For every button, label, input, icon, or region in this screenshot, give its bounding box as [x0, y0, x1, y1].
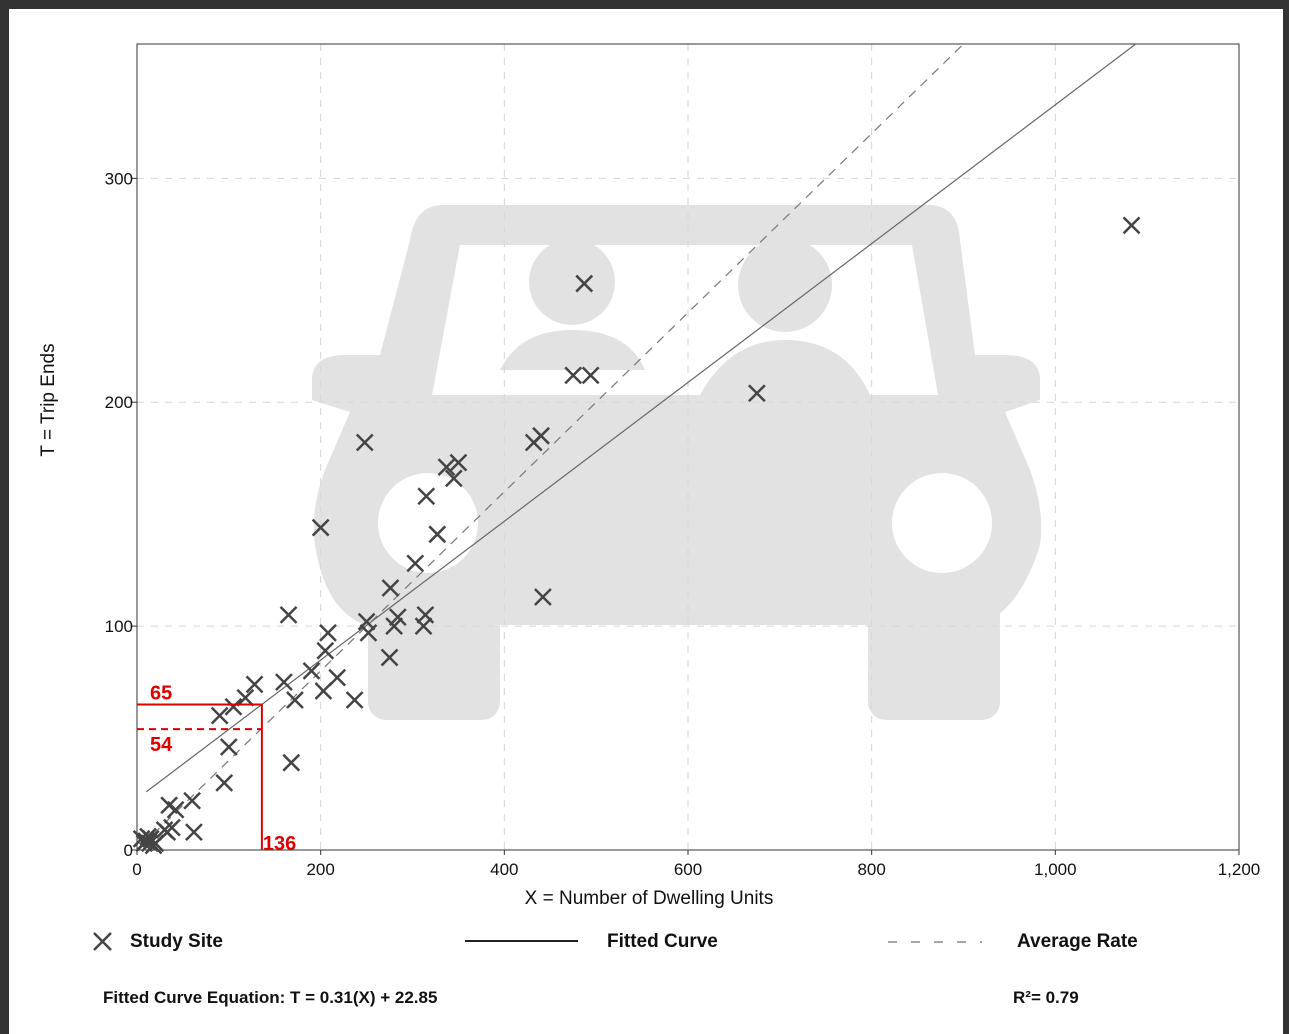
x-tick-label: 600: [674, 860, 702, 879]
study-site-point: [316, 641, 335, 660]
y-tick-label: 100: [105, 617, 133, 636]
data-points: [132, 216, 1141, 855]
study-site-point: [449, 453, 468, 472]
study-site-point: [236, 688, 255, 707]
study-site-point: [311, 518, 330, 537]
x-tick-label: 200: [306, 860, 334, 879]
x-tick-label: 0: [132, 860, 141, 879]
study-site-point: [282, 753, 301, 772]
study-site-point: [388, 608, 407, 627]
study-site-point: [428, 525, 447, 544]
legend-study-site-marker: [93, 932, 112, 951]
legend: [93, 932, 982, 951]
study-site-point: [183, 791, 201, 810]
study-site-point: [359, 623, 378, 642]
y-axis-ticks: 0 100 200 300: [105, 169, 137, 860]
study-site-point: [185, 823, 203, 841]
y-tick-label: 0: [124, 841, 133, 860]
study-site-point: [286, 691, 304, 709]
study-site-point: [355, 433, 374, 452]
red-annotations: 65 54 136: [137, 682, 296, 855]
study-site-point: [416, 606, 435, 624]
annotation-label-65: 65: [150, 682, 172, 704]
study-site-point: [747, 384, 766, 403]
study-site-point: [385, 617, 404, 635]
fitted-curve-equation: Fitted Curve Equation: T = 0.31(X) + 22.…: [103, 988, 438, 1007]
y-axis-label: T = Trip Ends: [38, 343, 59, 456]
x-tick-label: 1,200: [1218, 860, 1261, 879]
car-watermark-occupants: [500, 238, 870, 395]
annotation-label-136: 136: [263, 833, 296, 855]
study-site-point: [564, 366, 583, 385]
study-site-point: [444, 469, 463, 488]
legend-fitted-curve-label: Fitted Curve: [607, 931, 718, 952]
study-site-point: [314, 682, 333, 700]
x-axis-ticks: 0 200 400 600 800 1,000 1,200: [132, 850, 1260, 879]
study-site-point: [345, 691, 364, 709]
study-site-point: [381, 579, 400, 597]
x-tick-label: 800: [857, 860, 885, 879]
study-site-point: [1122, 216, 1141, 235]
x-tick-label: 1,000: [1034, 860, 1077, 879]
study-site-point: [224, 697, 243, 716]
x-axis-label: X = Number of Dwelling Units: [525, 888, 774, 909]
legend-average-rate-label: Average Rate: [1017, 931, 1138, 952]
study-site-point: [319, 623, 337, 642]
study-site-point: [534, 588, 552, 606]
study-site-point: [532, 426, 550, 445]
y-tick-label: 200: [105, 393, 133, 412]
study-site-point: [328, 668, 347, 687]
study-site-point: [380, 648, 399, 667]
study-site-point: [279, 606, 298, 624]
study-site-point: [245, 675, 264, 694]
study-site-point: [581, 366, 600, 385]
legend-study-site-label: Study Site: [130, 931, 223, 952]
study-site-point: [219, 738, 238, 756]
study-site-point: [406, 554, 425, 573]
study-site-point: [275, 673, 293, 691]
study-site-point: [215, 773, 234, 792]
study-site-point: [166, 800, 185, 819]
x-tick-label: 400: [490, 860, 518, 879]
study-site-point: [575, 274, 594, 293]
annotation-label-54: 54: [150, 734, 173, 756]
y-tick-label: 300: [105, 169, 133, 188]
study-site-point: [302, 662, 321, 680]
study-site-point: [437, 458, 456, 477]
study-site-point: [163, 818, 181, 837]
r-squared-value: R²= 0.79: [1013, 988, 1079, 1007]
study-site-point: [210, 706, 229, 725]
study-site-point: [417, 487, 436, 506]
